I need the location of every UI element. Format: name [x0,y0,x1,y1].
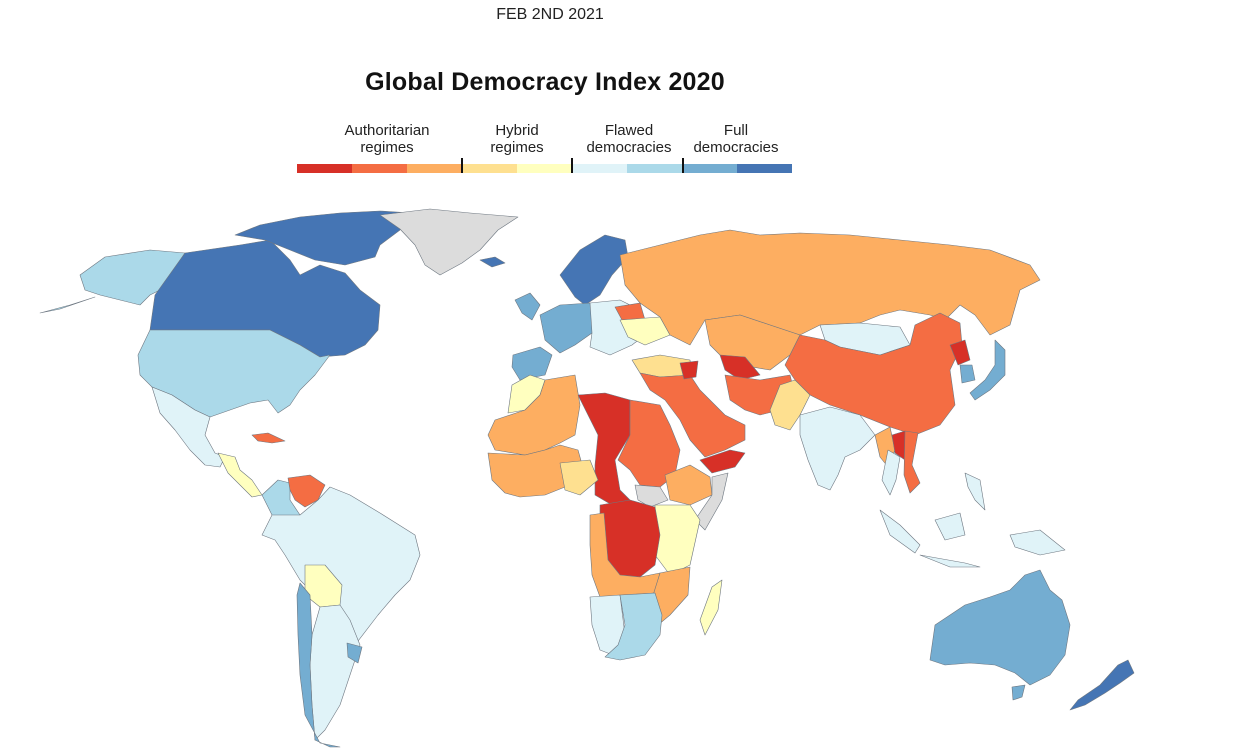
legend-swatch [352,164,407,173]
region-cuba [251,432,286,444]
region-western-europe [511,346,553,381]
legend-label-hybrid: Hybrid regimes [472,122,562,156]
region-australia [1011,684,1026,701]
region-libya-chad-car [577,392,631,506]
legend-swatch [462,164,517,173]
region-iceland [479,256,506,268]
legend-swatch [737,164,792,173]
legend-swatch [572,164,627,173]
region-chile [296,582,341,748]
region-canada-arctic-islands [234,210,413,266]
region-uruguay [346,642,363,664]
region-greenland [379,208,519,276]
region-nigeria [559,459,599,496]
region-papua-new-guinea [1009,529,1066,556]
legend-swatch [627,164,682,173]
region-yemen [699,449,746,474]
legend-label-line: Full [723,122,749,139]
region-north-africa-west [487,374,581,456]
legend-divider [682,158,684,173]
region-thailand [881,449,901,496]
legend-label-authoritarian: Authoritarian regimes [317,122,457,156]
legend: Authoritarian regimes Hybrid regimes Fla… [297,122,792,174]
region-scandinavia [559,234,629,306]
region-indonesia [879,509,921,554]
legend-label-line: Flawed [604,122,654,139]
region-south-korea [959,364,976,384]
legend-label-line: regimes [360,139,414,156]
region-pakistan [769,379,811,431]
region-somalia [694,472,729,531]
region-turkmenistan [719,354,761,381]
region-indonesia [934,512,966,541]
map-title: Global Democracy Index 2020 [365,68,725,96]
legend-swatch [297,164,352,173]
region-australia [929,569,1071,686]
region-central-america [217,452,263,498]
region-indonesia [919,554,981,568]
publication-date: FEB 2ND 2021 [496,6,604,23]
region-brazil [261,486,421,646]
region-syria [679,360,699,380]
region-vietnam [903,430,921,494]
legend-label-flawed: Flawed democracies [573,122,685,156]
legend-divider [571,158,573,173]
legend-label-line: democracies [586,139,672,156]
region-japan [969,339,1006,401]
region-alaska [39,296,96,314]
world-map [39,208,1135,748]
region-new-zealand [1069,659,1135,711]
legend-label-line: democracies [693,139,779,156]
legend-label-line: Authoritarian [344,122,430,139]
region-india [799,406,876,491]
region-madagascar [699,579,723,636]
legend-swatch [517,164,572,173]
region-philippines [964,472,986,511]
region-south-sudan [634,484,669,508]
region-ukraine [619,316,671,346]
legend-swatch [407,164,462,173]
region-venezuela [287,474,326,508]
legend-label-full: Full democracies [685,122,787,156]
legend-swatch [682,164,737,173]
region-east-africa [654,504,701,576]
legend-label-line: regimes [490,139,544,156]
region-north-korea [949,339,971,366]
legend-color-scale [297,164,792,173]
legend-divider [461,158,463,173]
region-western-europe [514,292,541,321]
region-alaska [79,249,186,306]
region-south-africa-botswana [604,592,663,661]
legend-label-line: Hybrid [495,122,539,139]
